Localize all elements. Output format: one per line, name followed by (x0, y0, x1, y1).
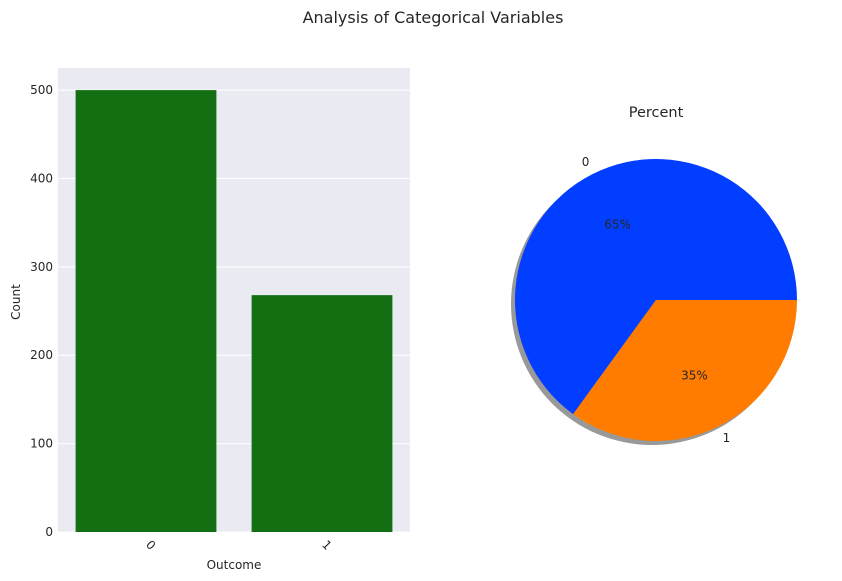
pie-percent-label: 35% (681, 368, 708, 382)
pie-labels: 0 65% 1 35% (582, 155, 730, 445)
bar-y-axis-label: Count (9, 284, 23, 320)
bar-y-tick-label: 0 (45, 525, 53, 539)
pie-slice-1 (573, 300, 797, 441)
pie-label: 1 (723, 431, 731, 445)
pie-chart: Percent 0 65% 1 35% (511, 105, 797, 445)
pie-slices (514, 158, 797, 441)
pie-percent-label: 65% (604, 218, 631, 232)
bar-0 (75, 90, 217, 532)
bar-y-tick-label: 400 (30, 171, 53, 185)
figure-title: Analysis of Categorical Variables (303, 8, 564, 27)
bar-y-tick-labels: 0 100 200 300 400 500 (30, 83, 53, 539)
pie-slice-0 (514, 158, 797, 415)
bar-y-tick-label: 300 (30, 260, 53, 274)
pie-title: Percent (629, 105, 684, 121)
bar-x-axis-label: Outcome (207, 558, 262, 572)
bar-y-tick-label: 100 (30, 437, 53, 451)
bar-y-tick-label: 500 (30, 83, 53, 97)
bar-x-tick-label: 0 (143, 538, 158, 553)
bar-x-tick-label: 1 (319, 538, 334, 553)
bar-series (75, 90, 393, 532)
bar-1 (251, 295, 393, 532)
pie-label: 0 (582, 155, 590, 169)
bar-y-tick-label: 200 (30, 348, 53, 362)
